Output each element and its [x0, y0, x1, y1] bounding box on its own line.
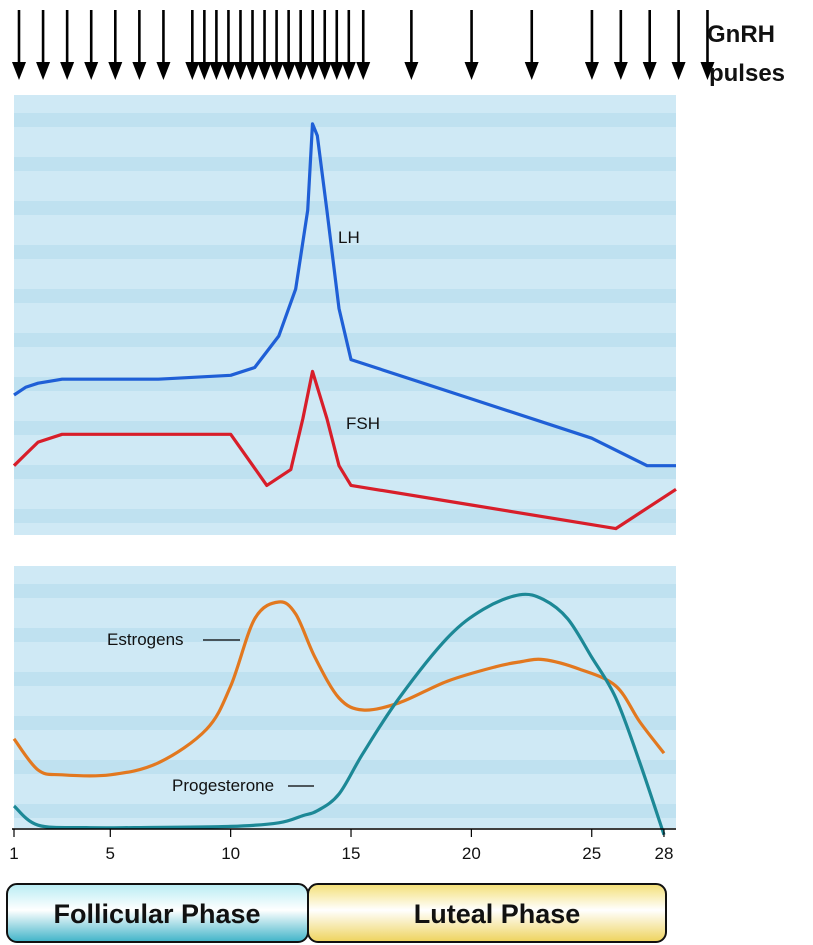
gnrh-pulse-arrow-head — [257, 62, 272, 80]
background-stripe — [14, 113, 676, 127]
gnrh-pulse-arrow-head — [269, 62, 284, 80]
background-stripe — [14, 465, 676, 479]
luteal-phase-bar: Luteal Phase — [307, 883, 667, 943]
background-stripe — [14, 421, 676, 435]
gnrh-label-line2: pulses — [709, 60, 785, 87]
gnrh-pulse-arrow-head — [60, 62, 75, 80]
gnrh-pulse-arrow-head — [700, 62, 715, 80]
background-stripe — [14, 760, 676, 774]
gnrh-pulse-arrow-head — [108, 62, 123, 80]
fsh-curve — [12, 369, 677, 531]
gnrh-pulse-arrow-head — [317, 62, 332, 80]
gnrh-pulse-arrow-head — [524, 62, 539, 80]
background-stripe — [14, 804, 676, 818]
gnrh-pulse-arrow-head — [404, 62, 419, 80]
follicular-phase-bar: Follicular Phase — [6, 883, 309, 943]
background-stripe — [14, 584, 676, 598]
estrogens-label: Estrogens — [107, 630, 184, 649]
fsh-label: FSH — [346, 414, 380, 433]
gnrh-pulse-arrow-head — [305, 62, 320, 80]
steroid-panel: Estrogens Progesterone 1 5 10 15 20 25 28 — [9, 566, 676, 863]
gnrh-pulse-arrow-head — [197, 62, 212, 80]
luteal-phase-label: Luteal Phase — [414, 899, 581, 929]
day-tick-label-1: 1 — [9, 844, 18, 863]
day-tick-label-5: 5 — [106, 844, 115, 863]
lh-label: LH — [338, 228, 360, 247]
gnrh-pulse-arrow-head — [185, 62, 200, 80]
gnrh-pulse-arrow-head — [84, 62, 99, 80]
gnrh-pulse-arrow-head — [341, 62, 356, 80]
gnrh-pulse-arrow-head — [233, 62, 248, 80]
gnrh-label-line1: GnRH — [707, 21, 775, 48]
gnrh-pulse-arrow-head — [671, 62, 686, 80]
gnrh-pulse-arrows — [12, 10, 715, 80]
lh-curve — [13, 122, 676, 468]
gnrh-pulse-arrow-head — [356, 62, 371, 80]
luteal-phase-box — [307, 883, 667, 943]
background-stripe — [14, 245, 676, 259]
background-stripe — [14, 157, 676, 171]
estrogens-curve — [12, 600, 666, 778]
gnrh-pulse-arrow-head — [245, 62, 260, 80]
gnrh-pulse-arrow-head — [12, 62, 26, 80]
gnrh-pulse-arrow-head — [642, 62, 657, 80]
gonadotropin-panel: LH FSH — [12, 95, 677, 535]
gnrh-pulse-arrow-head — [329, 62, 344, 80]
gnrh-pulse-arrow-head — [613, 62, 628, 80]
background-stripe — [14, 201, 676, 215]
gnrh-pulse-arrow-head — [209, 62, 224, 80]
steroid-panel-stripes — [14, 584, 676, 818]
gnrh-pulse-arrow-head — [293, 62, 308, 80]
background-stripe — [14, 289, 676, 303]
gonadotropin-panel-stripes — [14, 113, 676, 523]
steroid-panel-background — [14, 566, 676, 828]
progesterone-curve — [12, 592, 666, 836]
gnrh-pulse-arrow-head — [36, 62, 51, 80]
progesterone-label: Progesterone — [172, 776, 274, 795]
day-tick-label-10: 10 — [221, 844, 240, 863]
background-stripe — [14, 716, 676, 730]
gnrh-pulse-arrow-head — [281, 62, 296, 80]
gnrh-pulse-arrow-head — [156, 62, 171, 80]
day-tick-label-25: 25 — [582, 844, 601, 863]
gnrh-pulse-arrow-head — [132, 62, 147, 80]
gnrh-pulse-arrow-head — [464, 62, 479, 80]
background-stripe — [14, 628, 676, 642]
gnrh-pulse-arrow-head — [584, 62, 599, 80]
gnrh-pulse-arrow-head — [221, 62, 236, 80]
day-tick-label-28: 28 — [655, 844, 674, 863]
day-axis-ticks: 1 5 10 15 20 25 28 — [9, 829, 673, 863]
gonadotropin-curves — [12, 122, 677, 531]
follicular-phase-label: Follicular Phase — [53, 899, 260, 929]
day-tick-label-15: 15 — [342, 844, 361, 863]
steroid-curves — [12, 592, 666, 836]
background-stripe — [14, 672, 676, 686]
background-stripe — [14, 377, 676, 391]
day-tick-label-20: 20 — [462, 844, 481, 863]
